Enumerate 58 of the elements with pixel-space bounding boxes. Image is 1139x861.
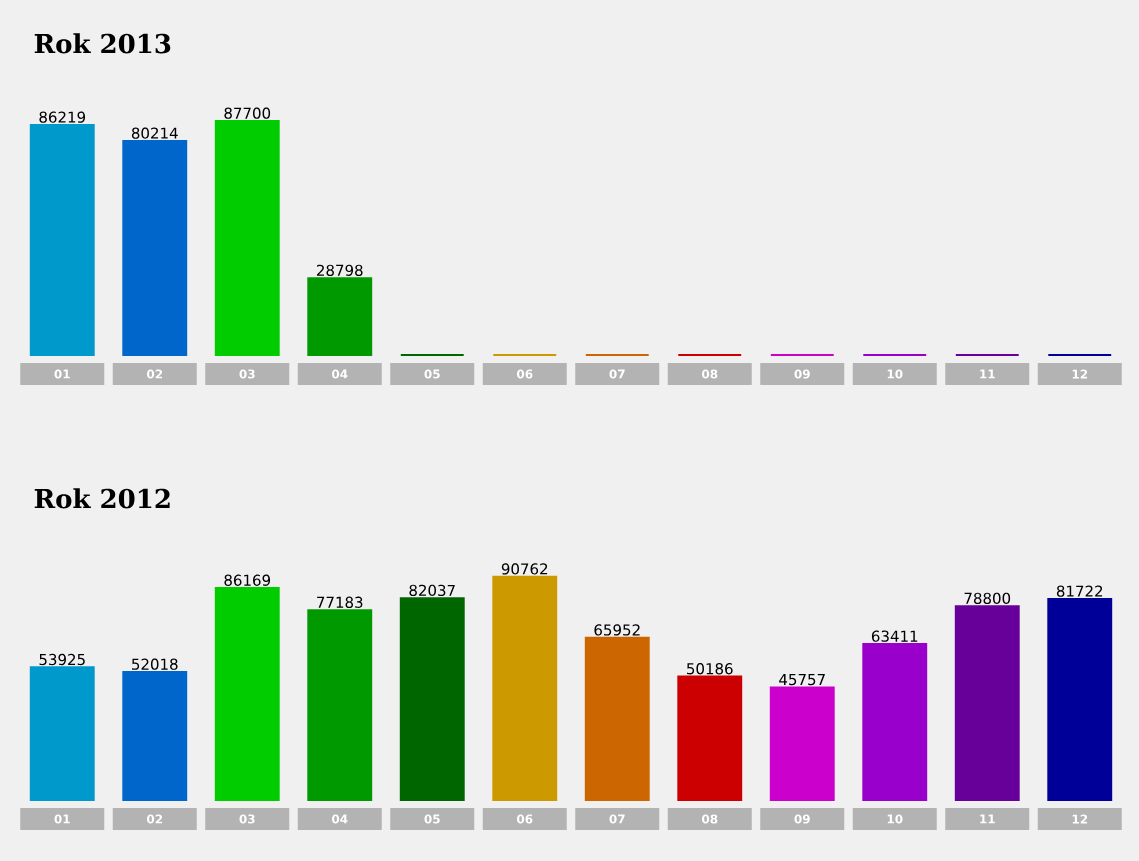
- x-tick-label: 12: [1072, 814, 1088, 824]
- x-tick-label: 02: [146, 369, 163, 379]
- data-label: 53925: [39, 653, 85, 666]
- x-tick-label: 12: [1072, 369, 1088, 379]
- data-label: 80214: [131, 127, 178, 139]
- bar: [492, 575, 558, 801]
- data-label: 86169: [224, 574, 271, 586]
- bar: [307, 277, 373, 356]
- x-tick-label: 09: [794, 369, 810, 379]
- bar: [214, 587, 280, 801]
- chart-title: Rok 2012: [34, 488, 170, 509]
- x-tick-label: 04: [331, 369, 348, 379]
- x-tick-label: 11: [980, 814, 995, 824]
- x-tick-label: 01: [54, 369, 70, 379]
- bar: [122, 140, 188, 356]
- data-label: 78800: [964, 592, 1011, 604]
- bar: [29, 124, 95, 356]
- data-label: 28798: [316, 264, 363, 276]
- x-tick-label: 01: [54, 814, 70, 824]
- data-label: 87700: [224, 107, 271, 119]
- x-tick-label: 03: [239, 814, 255, 824]
- data-label: 52018: [132, 658, 178, 670]
- data-label: 82037: [409, 584, 455, 597]
- x-tick-label: 06: [516, 814, 533, 824]
- x-tick-label: 10: [887, 369, 903, 379]
- data-label: 81722: [1056, 585, 1103, 597]
- x-tick-label: 05: [424, 369, 440, 379]
- data-label: 90762: [501, 563, 548, 575]
- x-tick-label: 10: [887, 814, 903, 824]
- bar: [122, 671, 188, 801]
- bar: [399, 597, 465, 801]
- data-label: 65952: [594, 624, 640, 636]
- x-tick-label: 04: [331, 814, 348, 824]
- chart-title: Rok 2013: [34, 33, 171, 54]
- x-tick-label: 07: [609, 814, 625, 824]
- x-tick-label: 08: [701, 369, 718, 379]
- bar: [954, 605, 1020, 801]
- x-tick-label: 11: [980, 369, 995, 379]
- bar: [862, 643, 928, 801]
- data-label: 63411: [871, 630, 918, 642]
- bar: [677, 675, 743, 801]
- bar: [769, 686, 835, 801]
- bar: [307, 609, 373, 801]
- x-tick-label: 02: [146, 814, 163, 824]
- data-label: 50186: [687, 663, 733, 675]
- data-label: 45757: [779, 674, 825, 686]
- x-tick-label: 09: [794, 814, 810, 824]
- bar: [1047, 598, 1113, 801]
- bar: [214, 120, 280, 356]
- data-label: 77183: [317, 596, 363, 608]
- x-tick-label: 05: [424, 814, 440, 824]
- bar: [29, 666, 95, 801]
- bar: [584, 636, 650, 801]
- x-tick-label: 03: [239, 369, 255, 379]
- data-label: 86219: [39, 111, 86, 123]
- x-tick-label: 06: [516, 369, 533, 379]
- x-tick-label: 07: [609, 369, 625, 379]
- x-tick-label: 08: [701, 814, 718, 824]
